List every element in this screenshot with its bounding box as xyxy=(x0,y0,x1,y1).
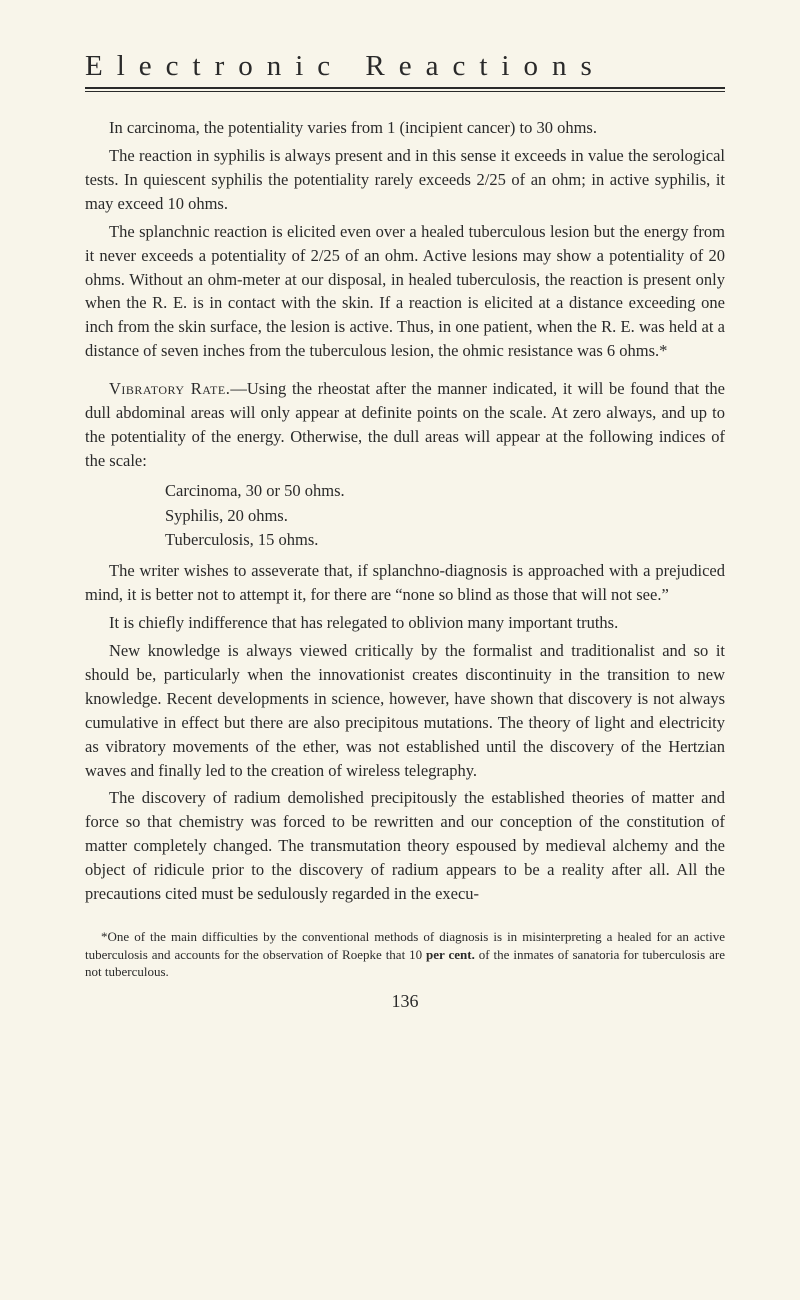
paragraph-4: Vibratory Rate.—Using the rheostat after… xyxy=(85,377,725,473)
page: Electronic Reactions In carcinoma, the p… xyxy=(0,0,800,1052)
paragraph-8: The discovery of radium demolished preci… xyxy=(85,786,725,906)
list-item: Tuberculosis, 15 ohms. xyxy=(165,528,725,553)
list-item: Syphilis, 20 ohms. xyxy=(165,504,725,529)
page-number: 136 xyxy=(85,991,725,1012)
indices-list: Carcinoma, 30 or 50 ohms. Syphilis, 20 o… xyxy=(165,479,725,553)
footnote: *One of the main difficulties by the con… xyxy=(85,928,725,981)
paragraph-5: The writer wishes to asseverate that, if… xyxy=(85,559,725,607)
header-rule-bottom xyxy=(85,91,725,92)
page-header-title: Electronic Reactions xyxy=(85,50,725,83)
paragraph-1: In carcinoma, the potentiality varies fr… xyxy=(85,116,725,140)
paragraph-2: The reaction in syphilis is always prese… xyxy=(85,144,725,216)
section-lead: Vibratory Rate. xyxy=(109,379,230,398)
paragraph-3: The splanchnic reaction is elicited even… xyxy=(85,220,725,364)
header-rule-top xyxy=(85,87,725,89)
paragraph-7: New knowledge is always viewed criticall… xyxy=(85,639,725,783)
list-item: Carcinoma, 30 or 50 ohms. xyxy=(165,479,725,504)
paragraph-6: It is chiefly indifference that has rele… xyxy=(85,611,725,635)
footnote-bold: per cent. xyxy=(426,947,475,962)
